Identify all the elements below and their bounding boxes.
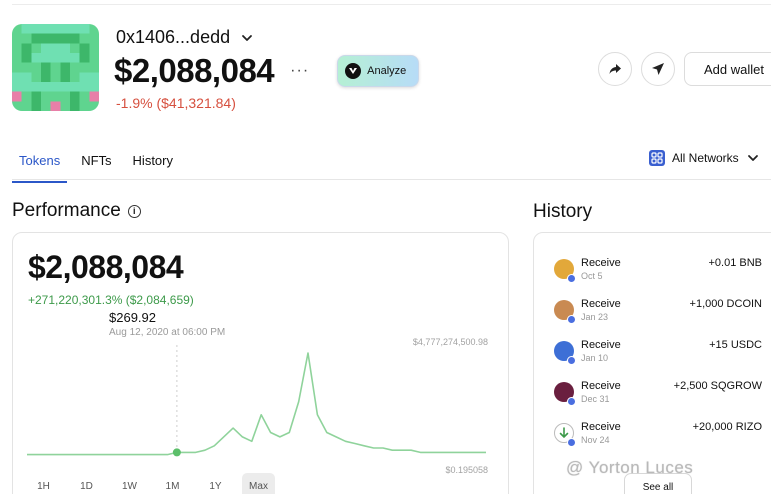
history-date: Nov 24 (581, 435, 610, 445)
history-amount: +2,500 SQGROW (673, 380, 762, 392)
top-divider (12, 4, 771, 5)
history-type: Receive (581, 257, 621, 269)
share-arrow-icon (609, 64, 621, 74)
history-item[interactable]: Receive Nov 24 +20,000 RIZO (534, 417, 771, 457)
history-type: Receive (581, 421, 621, 433)
chart-highlight-point[interactable] (172, 448, 181, 457)
share-button[interactable] (598, 52, 632, 86)
tab-bar: Tokens NFTs History (12, 143, 187, 183)
range-1d[interactable]: 1D (80, 480, 93, 492)
network-badge-icon (567, 438, 576, 447)
chart-balance: $2,088,084 (28, 249, 184, 285)
tab-history[interactable]: History (132, 153, 173, 168)
history-amount: +1,000 DCOIN (689, 298, 762, 310)
history-date: Oct 5 (581, 271, 603, 281)
range-1m[interactable]: 1M (165, 480, 180, 492)
analyze-label: Analyze (367, 65, 407, 77)
time-range-selector: 1H 1D 1W 1M 1Y Max (27, 473, 285, 494)
wallet-avatar (12, 24, 99, 111)
history-item[interactable]: Receive Jan 10 +15 USDC (534, 335, 771, 375)
see-all-button[interactable]: See all (624, 473, 692, 494)
analyze-logo-icon (345, 63, 362, 79)
range-1y[interactable]: 1Y (209, 480, 222, 492)
network-filter-dropdown[interactable]: All Networks (649, 150, 760, 166)
chevron-down-icon (747, 155, 758, 161)
history-item[interactable]: Receive Dec 31 +2,500 SQGROW (534, 376, 771, 416)
history-type: Receive (581, 339, 621, 351)
chart-min-label: $0.195058 (445, 465, 488, 475)
history-amount: +15 USDC (709, 339, 762, 351)
range-max[interactable]: Max (242, 473, 275, 494)
add-wallet-button[interactable]: Add wallet (684, 52, 771, 86)
chart-max-label: $4,777,274,500.98 (412, 337, 488, 347)
range-1w[interactable]: 1W (122, 480, 137, 492)
network-badge-icon (567, 356, 576, 365)
history-title: History (533, 201, 593, 222)
history-date: Jan 10 (581, 353, 609, 363)
history-amount: +20,000 RIZO (692, 421, 762, 433)
tabs-divider (12, 179, 771, 180)
history-card: Receive Oct 5 +0.01 BNB Receive Jan 23 +… (533, 232, 771, 494)
network-grid-icon (649, 150, 665, 166)
tooltip-value: $269.92 (109, 310, 156, 325)
history-type: Receive (581, 380, 621, 392)
balance-change: -1.9% ($41,321.84) (116, 95, 236, 111)
chart-series-line (27, 352, 486, 456)
tooltip-date: Aug 12, 2020 at 06:00 PM (109, 327, 226, 338)
chevron-down-icon[interactable] (240, 31, 254, 45)
wallet-balance: $2,088,084 (114, 52, 275, 89)
performance-chart[interactable] (13, 233, 509, 494)
info-icon[interactable]: i (127, 204, 141, 218)
network-badge-icon (567, 315, 576, 324)
performance-title: Performance (12, 200, 121, 221)
history-date: Dec 31 (581, 394, 610, 404)
tab-nfts[interactable]: NFTs (81, 153, 112, 168)
range-1h[interactable]: 1H (37, 480, 50, 492)
chart-change: +271,220,301.3% ($2,084,659) (28, 293, 194, 307)
more-options-button[interactable]: ··· (290, 62, 310, 79)
send-button[interactable] (641, 52, 675, 86)
analyze-button[interactable]: Analyze (337, 55, 420, 87)
history-date: Jan 23 (581, 312, 609, 322)
wallet-address: 0x1406...dedd (116, 27, 231, 47)
wallet-address-selector[interactable]: 0x1406...dedd (116, 27, 254, 48)
history-item[interactable]: Receive Jan 23 +1,000 DCOIN (534, 294, 771, 334)
pixel-avatar-icon (12, 24, 99, 111)
tab-tokens[interactable]: Tokens (12, 143, 68, 183)
history-amount: +0.01 BNB (708, 257, 762, 269)
history-item[interactable]: Receive Oct 5 +0.01 BNB (534, 253, 771, 293)
performance-card: $2,088,084 +271,220,301.3% ($2,084,659) … (12, 232, 509, 494)
network-badge-icon (567, 274, 576, 283)
network-badge-icon (567, 397, 576, 406)
send-icon (652, 63, 664, 75)
network-filter-label: All Networks (672, 151, 739, 165)
history-type: Receive (581, 298, 621, 310)
